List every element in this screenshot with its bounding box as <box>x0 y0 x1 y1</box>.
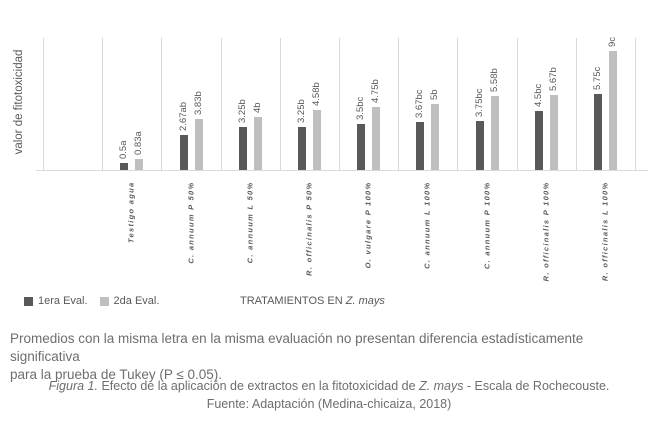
x-axis-title: TRATAMIENTOS EN Z. mays <box>240 295 385 307</box>
bar-series2-cat5 <box>372 107 381 170</box>
bar-series1-cat1 <box>120 163 129 170</box>
bar-series2-cat6 <box>431 104 440 170</box>
bar-value-label: 4.5bc <box>532 83 544 107</box>
note-line-2: para la prueba de Tukey (P ≤ 0.05). <box>10 367 223 382</box>
bar-value-label: 0.5a <box>118 140 130 160</box>
bar-series1-cat7 <box>475 120 484 170</box>
bar-value-label: 3.25b <box>236 99 248 124</box>
bar-series2-cat3 <box>253 117 262 170</box>
gridline-vertical <box>102 38 104 170</box>
gridline-vertical <box>279 38 281 170</box>
caption-line-1: Figura 1. Efecto de la aplicación de ext… <box>48 379 610 393</box>
bar-value-label: 5b <box>429 89 441 100</box>
bar-value-label: 3.67bc <box>414 89 426 118</box>
category-label: C. annuum L 100% <box>422 181 432 269</box>
gridline-vertical <box>43 38 44 170</box>
legend-item-1era-eval: 1era Eval. <box>24 295 88 307</box>
bar-value-label: 5.58b <box>488 68 500 93</box>
bar-series2-cat9 <box>608 51 617 170</box>
bar-value-label: 4.58b <box>310 81 322 106</box>
category-label: R. officinalis P 100% <box>541 181 551 282</box>
gridline-vertical <box>457 38 459 170</box>
category-label: O. vulgare P 100% <box>363 181 373 269</box>
chart-legend: 1era Eval. 2da Eval. <box>24 295 159 307</box>
category-label: R. officinalis L 100% <box>600 181 610 282</box>
legend-label: 1era Eval. <box>38 295 88 307</box>
statistical-note: Promedios con la misma letra en la misma… <box>10 330 655 384</box>
bar-series1-cat3 <box>238 127 247 170</box>
bar-series1-cat8 <box>534 110 543 170</box>
gridline-vertical <box>161 38 163 170</box>
category-label: C. annuum P 50% <box>186 181 195 264</box>
bar-series2-cat2 <box>194 119 203 170</box>
category-label: C. annuum L 50% <box>245 181 255 264</box>
bar-value-label: 0.83a <box>133 131 145 156</box>
gridline-vertical <box>398 38 400 170</box>
legend-label: 2da Eval. <box>113 295 160 307</box>
note-line-1: Promedios con la misma letra en la misma… <box>10 331 584 364</box>
gridline-vertical <box>339 38 340 170</box>
bar-series1-cat4 <box>297 127 306 170</box>
bar-value-label: 4.75b <box>370 79 382 104</box>
bar-value-label: 9c <box>606 37 618 48</box>
gridline-vertical <box>220 38 222 170</box>
legend-item-2da-eval: 2da Eval. <box>99 295 160 307</box>
bar-series2-cat8 <box>549 95 558 170</box>
legend-swatch-light <box>99 296 109 306</box>
bar-value-label: 3.5bc <box>355 96 367 120</box>
bar-series1-cat2 <box>179 134 188 170</box>
category-label: C. annuum P 100% <box>482 181 491 270</box>
bar-value-label: 3.75bc <box>473 87 485 117</box>
y-axis-label: valor de fitotoxicidad <box>13 49 25 155</box>
figure-caption: Figura 1. Efecto de la aplicación de ext… <box>0 377 658 413</box>
bar-series1-cat9 <box>593 94 602 170</box>
bar-value-label: 3.25b <box>295 99 307 124</box>
bar-series2-cat4 <box>312 109 321 170</box>
bar-value-label: 5.67b <box>547 67 559 92</box>
gridline-vertical <box>575 38 577 170</box>
gridline-vertical <box>516 38 518 170</box>
bar-series1-cat5 <box>357 123 366 170</box>
category-label: R. officinalis P 50% <box>304 181 314 276</box>
x-axis-line <box>36 170 648 171</box>
bar-series2-cat1 <box>135 159 144 170</box>
bar-series1-cat6 <box>416 121 425 170</box>
category-label: Testigo agua <box>126 181 136 244</box>
bar-value-label: 5.75c <box>591 66 603 91</box>
bar-value-label: 2.67ab <box>177 101 189 131</box>
caption-source: Fuente: Adaptación (Medina-chicaiza, 201… <box>206 397 452 411</box>
gridline-vertical <box>635 38 636 170</box>
bar-chart: valor de fitotoxicidad 1era Eval. 2da Ev… <box>13 37 648 307</box>
bar-value-label: 3.83b <box>192 91 204 116</box>
bar-value-label: 4b <box>251 102 263 114</box>
legend-swatch-dark <box>24 296 33 306</box>
bar-series2-cat7 <box>490 96 499 170</box>
